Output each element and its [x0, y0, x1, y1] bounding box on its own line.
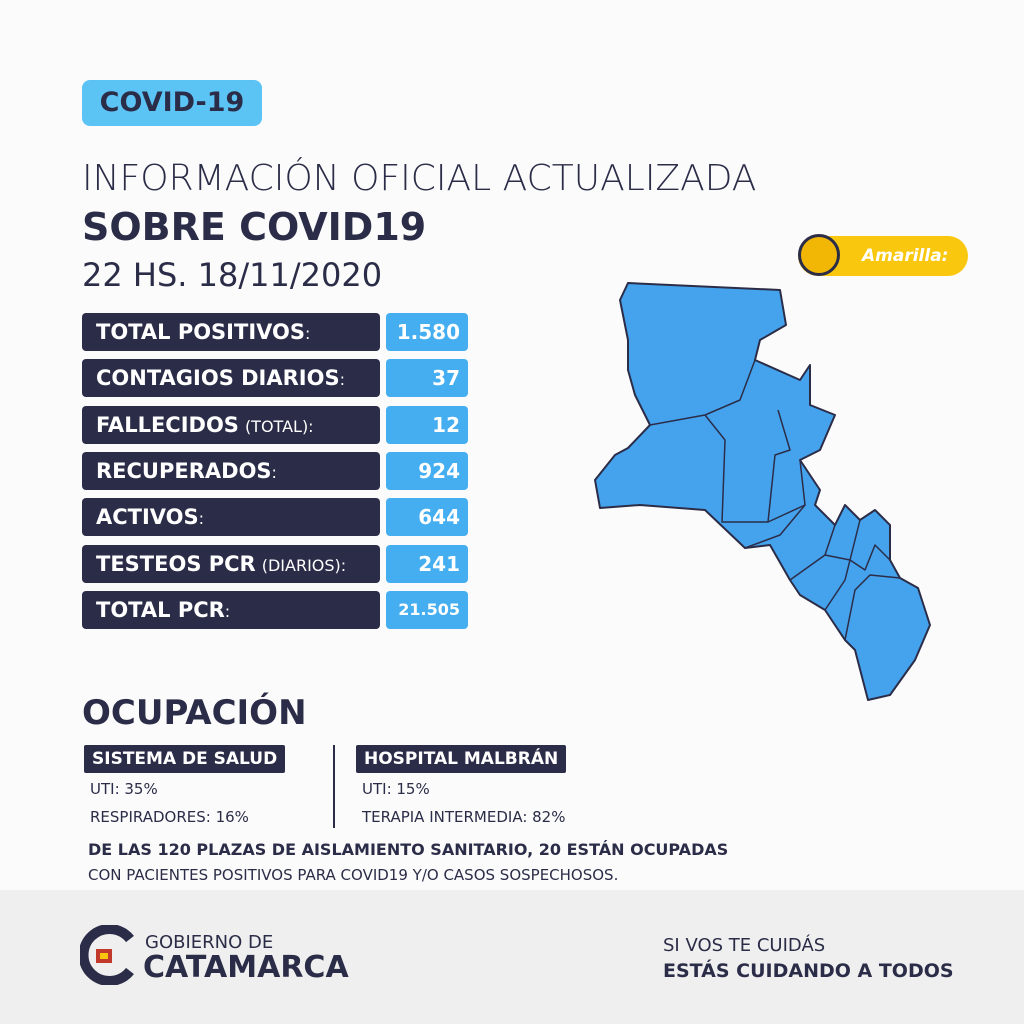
- stat-value: 644: [386, 498, 468, 537]
- stat-suffix: :: [224, 601, 231, 621]
- stat-row: TOTAL POSITIVOS: 1.580: [82, 313, 468, 351]
- stat-value: 37: [386, 359, 468, 398]
- group-item: UTI: 35%: [90, 780, 158, 798]
- stat-label: RECUPERADOS: [96, 458, 272, 483]
- stat-label-box: CONTAGIOS DIARIOS:: [82, 359, 380, 398]
- group-name: HOSPITAL MALBRÁN: [356, 745, 567, 773]
- stat-label: TOTAL PCR: [96, 597, 225, 622]
- stat-suffix: :: [198, 509, 205, 529]
- stat-suffix: (DIARIOS):: [261, 555, 347, 575]
- org-top: GOBIERNO DE: [145, 932, 274, 953]
- group-name: SISTEMA DE SALUD: [84, 745, 286, 773]
- stat-label-box: TOTAL POSITIVOS:: [82, 313, 380, 351]
- title: INFORMACIÓN OFICIAL ACTUALIZADA: [82, 158, 757, 199]
- status: Amarilla:: [862, 246, 949, 266]
- map: [594, 282, 931, 701]
- slogan-top: SI VOS TE CUIDÁS: [663, 935, 826, 956]
- stat-value: 12: [386, 405, 468, 444]
- divider: [333, 745, 335, 828]
- stat-label-box: RECUPERADOS:: [82, 451, 380, 490]
- stat-suffix: :: [339, 370, 345, 390]
- group-item: UTI: 15%: [362, 780, 430, 798]
- stat-suffix: :: [305, 324, 311, 343]
- stat-value: 924: [386, 451, 468, 490]
- stat-row: RECUPERADOS: 924: [82, 451, 468, 490]
- occupancy-title: OCUPACIÓN: [82, 693, 307, 733]
- stat-label-box: TESTEOS PCR (DIARIOS):: [82, 544, 380, 583]
- group-item: RESPIRADORES: 16%: [90, 808, 249, 826]
- isolation: DE LAS 120 PLAZAS DE AISLAMIENTO SANITAR…: [88, 840, 729, 859]
- stat-row: TESTEOS PCR (DIARIOS): 241: [82, 544, 468, 583]
- stat-value: 241: [386, 544, 468, 583]
- date: 22 HS. 18/11/2020: [82, 256, 383, 294]
- stat-label-box: FALLECIDOS (TOTAL):: [82, 405, 380, 444]
- org-name: CATAMARCA: [143, 950, 349, 985]
- stat-row: TOTAL PCR: 21.505: [82, 590, 468, 629]
- stat-value: 1.580: [386, 313, 468, 351]
- stat-value: 21.505: [386, 590, 468, 629]
- stat-row: ACTIVOS: 644: [82, 498, 468, 537]
- footer: [0, 890, 1024, 1024]
- logo: [80, 925, 134, 985]
- stat-label: ACTIVOS: [96, 505, 199, 530]
- badge: COVID-19: [82, 80, 262, 126]
- slogan: ESTÁS CUIDANDO A TODOS: [663, 960, 954, 982]
- subtitle: SOBRE COVID19: [82, 205, 427, 249]
- stat-suffix: :: [271, 462, 277, 482]
- stat-label-box: TOTAL PCR:: [82, 590, 380, 629]
- stat-label: CONTAGIOS DIARIOS: [96, 366, 340, 391]
- isolation-detail: CON PACIENTES POSITIVOS PARA COVID19 Y/O…: [88, 866, 619, 884]
- status-dot: [798, 234, 840, 276]
- stat-label: TOTAL POSITIVOS: [96, 320, 305, 344]
- stat-row: CONTAGIOS DIARIOS: 37: [82, 359, 468, 398]
- stat-label: FALLECIDOS: [96, 412, 239, 437]
- stat-suffix: (TOTAL):: [244, 416, 314, 436]
- stat-row: FALLECIDOS (TOTAL): 12: [82, 405, 468, 444]
- group-item: TERAPIA INTERMEDIA: 82%: [362, 808, 566, 826]
- stat-label-box: ACTIVOS:: [82, 498, 380, 537]
- stat-label: TESTEOS PCR: [96, 551, 256, 576]
